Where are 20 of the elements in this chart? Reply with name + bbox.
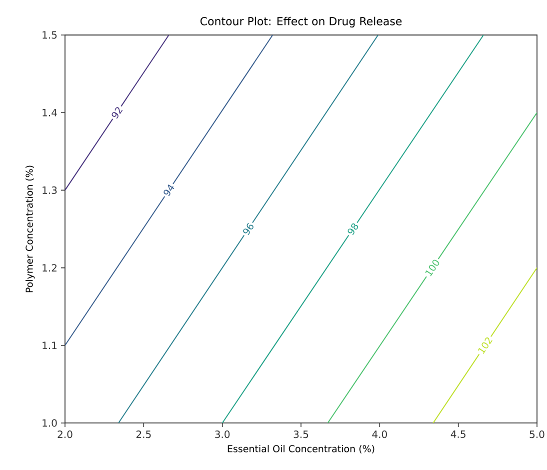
y-tick-label: 1.0 <box>42 419 57 427</box>
y-tick-label: 1.3 <box>42 186 57 194</box>
x-tick-label: 4.5 <box>450 430 466 438</box>
x-tick-label: 4.0 <box>372 430 387 438</box>
y-tick-label: 1.1 <box>42 342 57 350</box>
x-tick-label: 5.0 <box>530 430 544 438</box>
y-tick-label: 1.5 <box>42 31 57 39</box>
chart-title: Contour Plot: Effect on Drug Release <box>200 16 402 28</box>
y-axis-title: Polymer Concentration (%) <box>26 166 35 292</box>
x-tick-label: 2.5 <box>136 430 151 438</box>
y-tick-label: 1.4 <box>42 108 57 116</box>
y-tick-label: 1.2 <box>42 264 56 272</box>
text: 96 <box>243 222 254 235</box>
x-tick-label: 3.0 <box>215 430 230 438</box>
text: 98 <box>348 223 358 235</box>
text: 94 <box>164 184 174 196</box>
x-tick-label: 2.0 <box>58 430 72 438</box>
text: 92 <box>112 107 123 119</box>
x-tick-label: 3.5 <box>294 430 308 438</box>
x-axis-title: Essential Oil Concentration (%) <box>228 444 374 454</box>
